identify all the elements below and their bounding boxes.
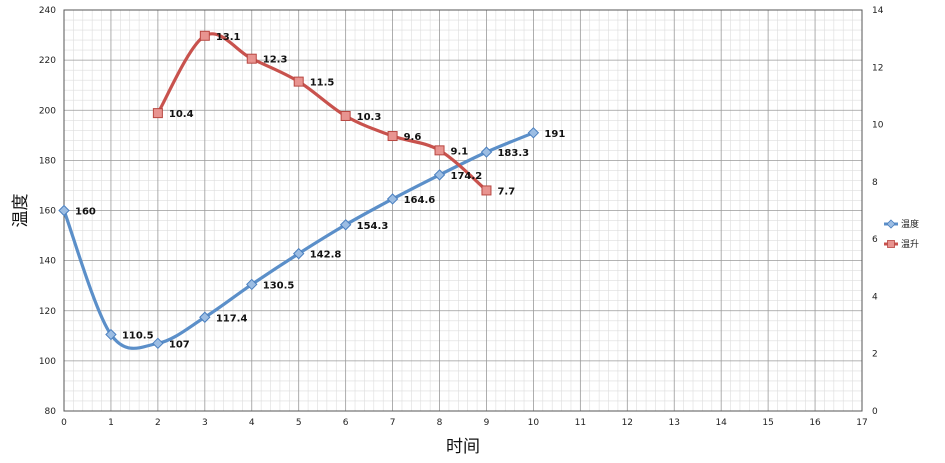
- y-axis-title: 温度: [11, 194, 31, 228]
- x-tick-label: 11: [575, 418, 586, 428]
- x-tick-label: 9: [484, 418, 490, 428]
- data-label: 130.5: [263, 280, 295, 291]
- data-point-diamond: [480, 146, 493, 158]
- y2-tick-label: 10: [872, 121, 884, 131]
- y2-tick-label: 0: [872, 407, 878, 417]
- y-tick-label: 160: [39, 207, 56, 217]
- y2-tick-label: 6: [872, 235, 878, 245]
- data-point-square: [434, 145, 445, 156]
- y-tick-label: 180: [39, 156, 56, 166]
- data-point-diamond: [199, 311, 211, 323]
- data-point-diamond: [58, 204, 70, 217]
- data-point-square: [293, 76, 304, 87]
- x-tick-label: 3: [202, 418, 208, 428]
- legend-marker: [886, 219, 896, 229]
- x-tick-label: 7: [390, 418, 396, 428]
- data-point-diamond: [152, 337, 164, 350]
- data-label: 174.2: [451, 171, 483, 182]
- series-line: [156, 32, 489, 193]
- legend-label: 温度: [901, 218, 919, 230]
- data-label: 160: [75, 207, 96, 218]
- data-point-square: [481, 185, 492, 196]
- legend-entry-2: 温升: [884, 239, 919, 250]
- y2-tick-label: 4: [872, 292, 878, 302]
- x-tick-label: 2: [155, 418, 161, 428]
- y-tick-label: 120: [39, 307, 56, 317]
- data-point-square: [246, 53, 257, 64]
- data-labels: 160 110.5 107 117.4 130.5 142.8 154.3 164.6 174.…: [75, 32, 565, 351]
- data-label: 10.4: [169, 109, 194, 120]
- data-label: 191: [544, 129, 565, 140]
- x-tick-label: 0: [61, 418, 67, 428]
- y-tick-label: 240: [39, 6, 56, 16]
- data-label: 154.3: [357, 221, 389, 232]
- data-label: 164.6: [404, 195, 436, 206]
- data-label: 9.6: [404, 132, 422, 143]
- x-tick-label: 12: [622, 418, 633, 428]
- data-point-square: [199, 30, 210, 41]
- data-point-square: [152, 108, 163, 119]
- y-tick-label: 200: [39, 106, 56, 116]
- y-tick-label: 100: [39, 357, 56, 367]
- data-label: 10.3: [357, 112, 382, 123]
- data-point-diamond: [433, 169, 446, 181]
- series-layer: [58, 30, 540, 350]
- x-tick-label: 14: [715, 418, 727, 428]
- data-point-square: [340, 110, 351, 121]
- data-label: 9.1: [451, 146, 469, 157]
- x-tick-label: 4: [249, 418, 255, 428]
- y-tick-label: 80: [45, 407, 57, 417]
- data-label: 7.7: [497, 186, 515, 197]
- x-tick-label: 13: [669, 418, 680, 428]
- data-label: 13.1: [216, 32, 241, 43]
- legend-entry-1: 温度: [884, 218, 919, 230]
- series-2: [152, 30, 492, 196]
- x-tick-label: 10: [528, 418, 540, 428]
- data-label: 117.4: [216, 313, 248, 324]
- y2-tick-label: 8: [872, 178, 878, 188]
- data-point-diamond: [386, 193, 399, 205]
- data-point-diamond: [105, 328, 117, 341]
- x-tick-label: 17: [856, 418, 867, 428]
- data-label: 12.3: [263, 55, 288, 66]
- series-line: [62, 131, 536, 350]
- data-point-diamond: [292, 247, 305, 260]
- y-tick-label: 220: [39, 56, 56, 66]
- series-1: [58, 127, 540, 350]
- data-point-diamond: [246, 278, 258, 291]
- data-label: 183.3: [497, 148, 529, 159]
- data-label: 11.5: [310, 78, 335, 89]
- x-axis-title: 时间: [446, 437, 480, 457]
- y2-tick-label: 12: [872, 63, 883, 73]
- data-label: 142.8: [310, 250, 342, 261]
- x-tick-label: 6: [343, 418, 349, 428]
- data-point-diamond: [527, 127, 540, 139]
- legend-label: 温升: [901, 239, 919, 250]
- y2-tick-label: 14: [872, 6, 884, 16]
- y-tick-label: 140: [39, 257, 56, 267]
- data-point-diamond: [339, 219, 352, 231]
- legend-marker: [887, 240, 895, 248]
- data-label: 107: [169, 339, 190, 350]
- x-tick-label: 8: [437, 418, 443, 428]
- y2-tick-label: 2: [872, 350, 878, 360]
- data-point-square: [387, 131, 398, 142]
- data-label: 110.5: [122, 331, 154, 342]
- x-tick-label: 15: [762, 418, 773, 428]
- x-tick-label: 5: [296, 418, 302, 428]
- x-tick-label: 16: [809, 418, 821, 428]
- tick-labels: 0 1 2 3 4 5 6 7 8 9 10 11 12 13 14 15 16 1780100120140160…: [39, 6, 884, 428]
- x-tick-label: 1: [108, 418, 114, 428]
